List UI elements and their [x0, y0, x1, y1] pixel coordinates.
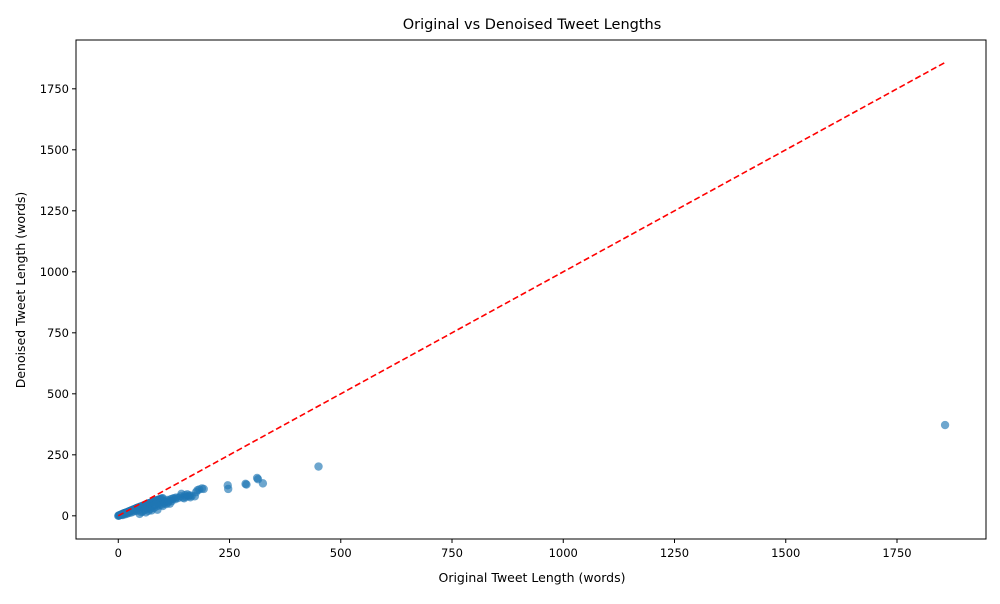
- y-tick-label: 1750: [40, 82, 69, 96]
- data-points: [114, 420, 950, 521]
- plot-frame: [75, 39, 987, 540]
- y-tick-label: 750: [47, 326, 69, 340]
- y-tick-label: 500: [47, 387, 69, 401]
- y-axis-label: Denoised Tweet Length (words): [13, 192, 28, 389]
- x-tick-label: 750: [441, 546, 463, 560]
- y-tick-label: 250: [47, 448, 69, 462]
- data-point: [258, 479, 268, 488]
- x-tick-label: 250: [219, 546, 241, 560]
- x-tick-label: 1000: [549, 546, 578, 560]
- data-point: [199, 484, 208, 494]
- x-tick-label: 1500: [771, 546, 800, 560]
- x-tick-label: 500: [330, 546, 352, 560]
- x-tick-label: 0: [115, 546, 122, 560]
- y-tick-label: 1000: [40, 265, 69, 279]
- plot-area: [75, 39, 987, 540]
- data-point: [223, 484, 233, 494]
- chart-title: Original vs Denoised Tweet Lengths: [403, 17, 662, 33]
- y-tick-label: 1250: [40, 204, 69, 218]
- x-axis-label: Original Tweet Length (words): [438, 570, 625, 585]
- x-axis-ticks: 0 250 500 750 1000 1250 1500 1750: [115, 539, 912, 560]
- data-point: [314, 462, 323, 471]
- y-axis-ticks: 0 250 500 750 1000 1250 1500 1750: [40, 82, 76, 523]
- data-point: [940, 420, 950, 430]
- data-point: [242, 480, 251, 489]
- y-tick-label: 0: [62, 509, 69, 523]
- reference-line-y-equals-x: [117, 61, 946, 517]
- x-tick-label: 1750: [882, 546, 911, 560]
- y-tick-label: 1500: [40, 143, 69, 157]
- x-tick-label: 1250: [660, 546, 689, 560]
